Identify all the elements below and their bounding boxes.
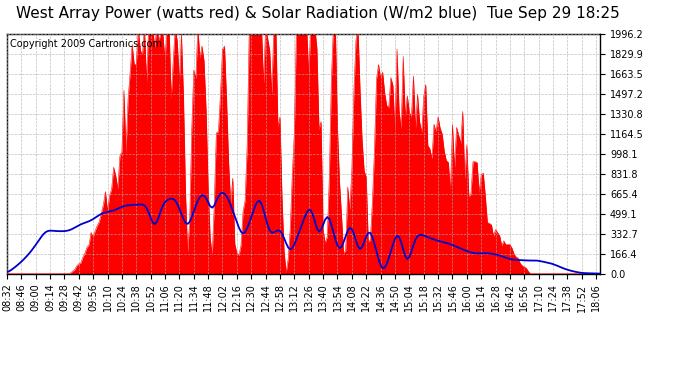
Text: Copyright 2009 Cartronics.com: Copyright 2009 Cartronics.com xyxy=(10,39,162,48)
Text: West Array Power (watts red) & Solar Radiation (W/m2 blue)  Tue Sep 29 18:25: West Array Power (watts red) & Solar Rad… xyxy=(16,6,620,21)
